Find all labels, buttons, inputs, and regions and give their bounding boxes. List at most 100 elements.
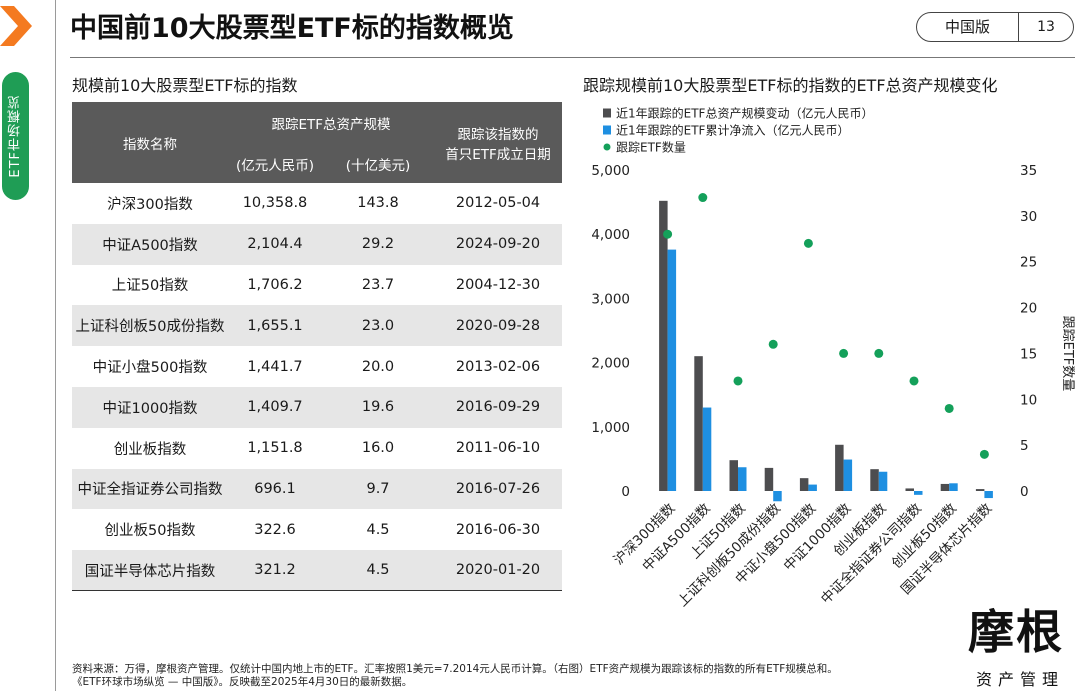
cell-date: 2020-01-20 xyxy=(434,550,562,592)
y2-axis-title: 跟踪ETF数量 xyxy=(1060,316,1075,392)
y-tick-label: 4,000 xyxy=(591,227,630,243)
y-tick-label: 0 xyxy=(621,484,630,500)
y2-tick-label: 10 xyxy=(1020,392,1037,408)
footnote-line2: 《ETF环球市场纵览 — 中国版》。反映截至2025年4月30日的最新数据。 xyxy=(72,675,413,688)
cell-date: 2012-05-04 xyxy=(455,195,541,212)
y-tick-label: 3,000 xyxy=(591,291,630,307)
bar-net-inflow xyxy=(984,491,993,499)
y-tick-label: 1,000 xyxy=(591,420,630,436)
header-launch-date-line2: 首只ETF成立日期 xyxy=(445,146,551,163)
cell-usd: 20.0 xyxy=(361,358,395,375)
cell-name: 国证半导体芯片指数 xyxy=(72,550,228,592)
logo-subtitle: 资产管理 xyxy=(976,670,1065,689)
point-etf-count xyxy=(768,339,778,349)
table-row: 中证A500指数 2,104.4 29.2 2024-09-20 xyxy=(72,223,562,265)
cell-name: 上证科创板50成份指数 xyxy=(72,305,228,347)
header-launch-date: 跟踪该指数的 首只ETF成立日期 xyxy=(434,102,562,183)
y2-tick-label: 30 xyxy=(1020,209,1037,225)
index-table: 指数名称 跟踪ETF总资产规模 跟踪该指数的 首只ETF成立日期 (亿元人民币)… xyxy=(72,102,562,592)
point-etf-count xyxy=(733,376,743,386)
header-usd: (十亿美元) xyxy=(322,144,434,183)
header-aum: 跟踪ETF总资产规模 xyxy=(228,102,434,144)
logo: 摩根 xyxy=(968,605,1064,659)
bar-net-inflow xyxy=(667,249,677,491)
cell-usd: 4.5 xyxy=(366,521,390,538)
cell-name: 中证全指证券公司指数 xyxy=(72,468,228,510)
table-row: 中证小盘500指数 1,441.7 20.0 2013-02-06 xyxy=(72,346,562,387)
legend-swatch xyxy=(603,108,611,118)
table-row: 创业板50指数 322.6 4.5 2016-06-30 xyxy=(72,509,562,550)
table-title: 规模前10大股票型ETF标的指数 xyxy=(72,76,298,95)
y2-tick-label: 5 xyxy=(1020,438,1029,454)
bar-aum-change xyxy=(694,356,703,491)
bar-net-inflow xyxy=(843,459,853,491)
bar-aum-change xyxy=(940,483,950,491)
cell-date: 2016-07-26 xyxy=(434,468,562,510)
cell-date: 2016-09-29 xyxy=(434,386,562,428)
bar-net-inflow xyxy=(702,407,712,491)
cell-name: 创业板50指数 xyxy=(104,523,196,540)
cell-name: 中证1000指数 xyxy=(72,386,228,428)
etf-aum-chart: 近1年跟踪的ETF总资产规模变动（亿元人民币） 近1年跟踪的ETF累计净流入（亿元… xyxy=(591,106,1075,610)
bar-net-inflow xyxy=(738,467,747,491)
bar-aum-change xyxy=(870,469,879,491)
header-launch-date-line1: 跟踪该指数的 xyxy=(457,126,539,143)
cell-date: 2013-02-06 xyxy=(455,358,541,375)
cell-cny: 696.1 xyxy=(228,468,322,510)
cell-cny: 1,441.7 xyxy=(247,358,303,375)
table-row: 国证半导体芯片指数 321.2 4.5 2020-01-20 xyxy=(72,550,562,592)
side-tab-etf-overview[interactable]: ETF市场概览 xyxy=(2,72,29,200)
cell-date: 2020-09-28 xyxy=(434,305,562,347)
cell-usd: 23.0 xyxy=(322,305,434,347)
point-etf-count xyxy=(803,238,813,248)
point-etf-count xyxy=(839,348,849,358)
cell-cny: 1,409.7 xyxy=(228,386,322,428)
legend-label: 近1年跟踪的ETF累计净流入（亿元人民币） xyxy=(616,123,849,138)
table-row: 中证1000指数 1,409.7 19.6 2016-09-29 xyxy=(72,386,562,428)
cell-usd: 19.6 xyxy=(322,386,434,428)
y2-tick-label: 35 xyxy=(1020,163,1037,179)
page-title: 中国前10大股票型ETF标的指数概览 xyxy=(70,13,514,44)
bar-net-inflow xyxy=(773,491,782,502)
legend-swatch xyxy=(603,125,611,135)
point-etf-count xyxy=(663,229,673,239)
cell-name: 上证50指数 xyxy=(111,278,189,295)
cell-usd: 9.7 xyxy=(322,468,434,510)
bar-aum-change xyxy=(799,478,809,491)
chart-title: 跟踪规模前10大股票型ETF标的指数的ETF总资产规模变化 xyxy=(583,76,998,95)
cell-usd: 29.2 xyxy=(322,223,434,265)
edition-label: 中国版 xyxy=(917,13,1019,41)
point-etf-count xyxy=(874,348,884,358)
cell-usd: 143.8 xyxy=(357,195,399,212)
cell-cny: 10,358.8 xyxy=(242,195,308,212)
table-row: 上证科创板50成份指数 1,655.1 23.0 2020-09-28 xyxy=(72,305,562,347)
y-tick-label: 5,000 xyxy=(591,163,630,179)
header-index-name: 指数名称 xyxy=(72,102,228,183)
bar-aum-change xyxy=(659,200,668,491)
vertical-divider xyxy=(55,0,56,691)
page-number: 13 xyxy=(1037,19,1055,35)
y2-tick-label: 20 xyxy=(1020,301,1037,317)
bar-aum-change xyxy=(835,444,844,491)
cell-cny: 1,151.8 xyxy=(247,440,303,457)
cell-cny: 2,104.4 xyxy=(228,223,322,265)
legend-label: 近1年跟踪的ETF总资产规模变动（亿元人民币） xyxy=(616,106,873,121)
table-row: 上证50指数 1,706.2 23.7 2004-12-30 xyxy=(72,265,562,306)
bar-net-inflow xyxy=(949,483,958,491)
cell-cny: 321.2 xyxy=(228,550,322,592)
point-etf-count xyxy=(979,449,989,459)
title-divider xyxy=(70,57,1075,58)
table-row: 创业板指数 1,151.8 16.0 2011-06-10 xyxy=(72,428,562,469)
source-footnote: 资料来源：万得，摩根资产管理。仅统计中国内地上市的ETF。汇率按照1美元=7.2… xyxy=(72,663,838,688)
cell-cny: 322.6 xyxy=(254,521,296,538)
y2-tick-label: 15 xyxy=(1020,346,1037,362)
point-etf-count xyxy=(944,403,954,413)
cell-name: 中证小盘500指数 xyxy=(92,360,208,377)
bar-aum-change xyxy=(764,467,774,491)
cell-name: 沪深300指数 xyxy=(107,196,193,213)
cell-name: 创业板指数 xyxy=(113,441,187,458)
bar-net-inflow xyxy=(808,484,817,491)
bar-aum-change xyxy=(975,489,985,491)
point-etf-count xyxy=(909,376,919,386)
cell-date: 2004-12-30 xyxy=(455,276,541,293)
